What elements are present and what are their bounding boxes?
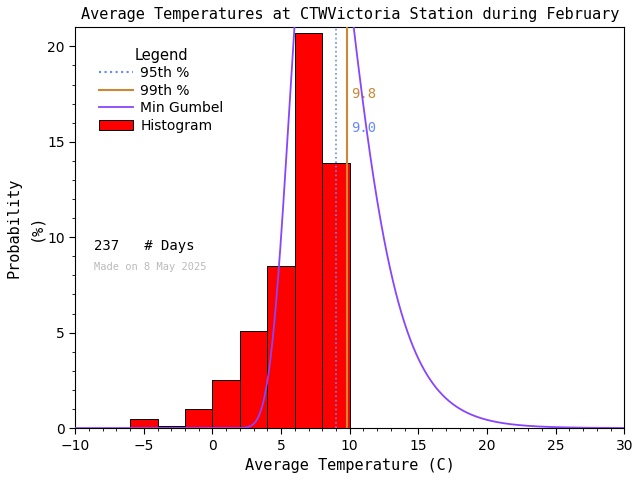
Text: 237   # Days: 237 # Days	[94, 239, 195, 253]
Text: 9.8: 9.8	[351, 87, 376, 101]
Bar	[130, 419, 157, 428]
Text: Made on 8 May 2025: Made on 8 May 2025	[94, 262, 207, 272]
Bar	[185, 409, 212, 428]
Bar	[157, 426, 185, 428]
Title: Average Temperatures at CTWVictoria Station during February: Average Temperatures at CTWVictoria Stat…	[81, 7, 619, 22]
Bar	[212, 380, 240, 428]
Bar	[323, 163, 349, 428]
Text: 9.0: 9.0	[351, 121, 376, 135]
Y-axis label: Probability
(%): Probability (%)	[7, 178, 43, 278]
Bar	[268, 266, 295, 428]
Bar	[295, 33, 323, 428]
Bar	[240, 331, 268, 428]
X-axis label: Average Temperature (C): Average Temperature (C)	[244, 458, 454, 473]
Legend: 95th %, 99th %, Min Gumbel, Histogram: 95th %, 99th %, Min Gumbel, Histogram	[93, 42, 229, 138]
